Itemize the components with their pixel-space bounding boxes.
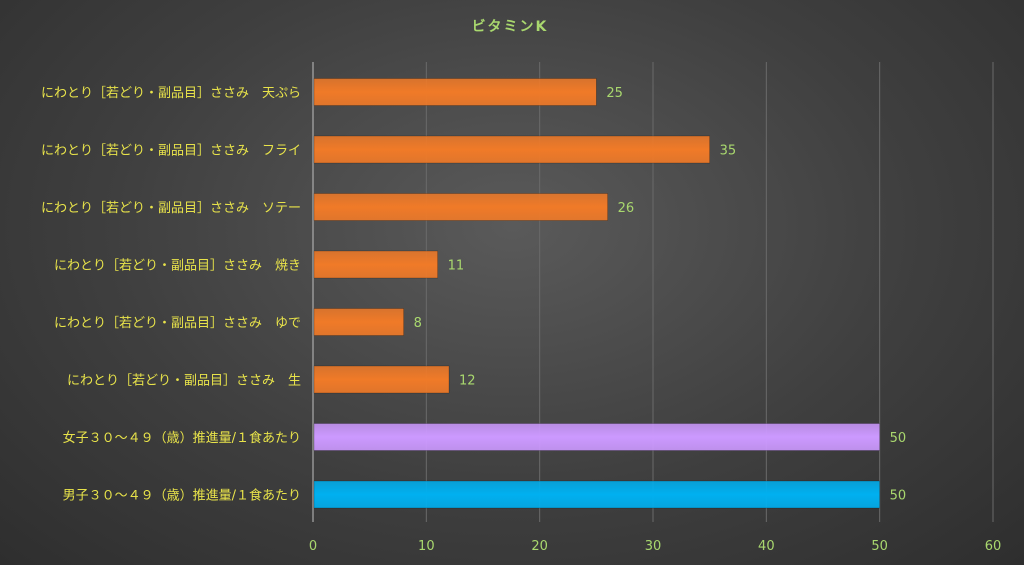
category-label: にわとり［若どり・副品目］ささみ 生 [67,373,301,389]
data-label: 11 [448,259,465,274]
x-tick-label: 10 [418,539,435,554]
category-label: 女子３０～４９（歳）推進量/１食あたり [63,430,301,446]
data-labels: 25 35 26 11 8 12 50 50 [414,86,907,504]
x-tick-label: 30 [645,539,662,554]
category-label: にわとり［若どり・副品目］ささみ フライ [41,143,301,159]
data-label: 25 [606,86,623,101]
bar [313,365,450,394]
bar [313,135,710,164]
x-tick-label: 50 [871,539,888,554]
bar [313,193,608,221]
bars [313,78,880,509]
category-label: にわとり［若どり・副品目］ささみ ソテー [41,200,301,216]
grid-lines [425,62,994,522]
data-label: 50 [890,431,907,446]
category-label: にわとり［若どり・副品目］ささみ ゆで [54,315,301,331]
x-tick-label: 20 [531,539,548,554]
data-label: 8 [414,316,422,331]
bar [313,250,438,279]
bar [313,480,880,509]
chart-title: ビタミンK [472,19,549,35]
x-tick-label: 60 [985,539,1002,554]
category-label: 男子３０～４９（歳）推進量/１食あたり [63,488,301,504]
category-label: にわとり［若どり・副品目］ささみ 焼き [54,258,301,274]
bar [313,308,404,336]
x-tick-label: 40 [758,539,775,554]
data-label: 35 [720,144,737,159]
bar [313,78,597,106]
data-label: 26 [618,201,635,216]
bar [313,423,880,451]
x-tick-label: 0 [309,539,317,554]
category-label: にわとり［若どり・副品目］ささみ 天ぷら [41,85,301,101]
x-axis-ticks: 0 10 20 30 40 50 60 [309,539,1001,554]
data-label: 50 [890,489,907,504]
data-label: 12 [459,374,476,389]
